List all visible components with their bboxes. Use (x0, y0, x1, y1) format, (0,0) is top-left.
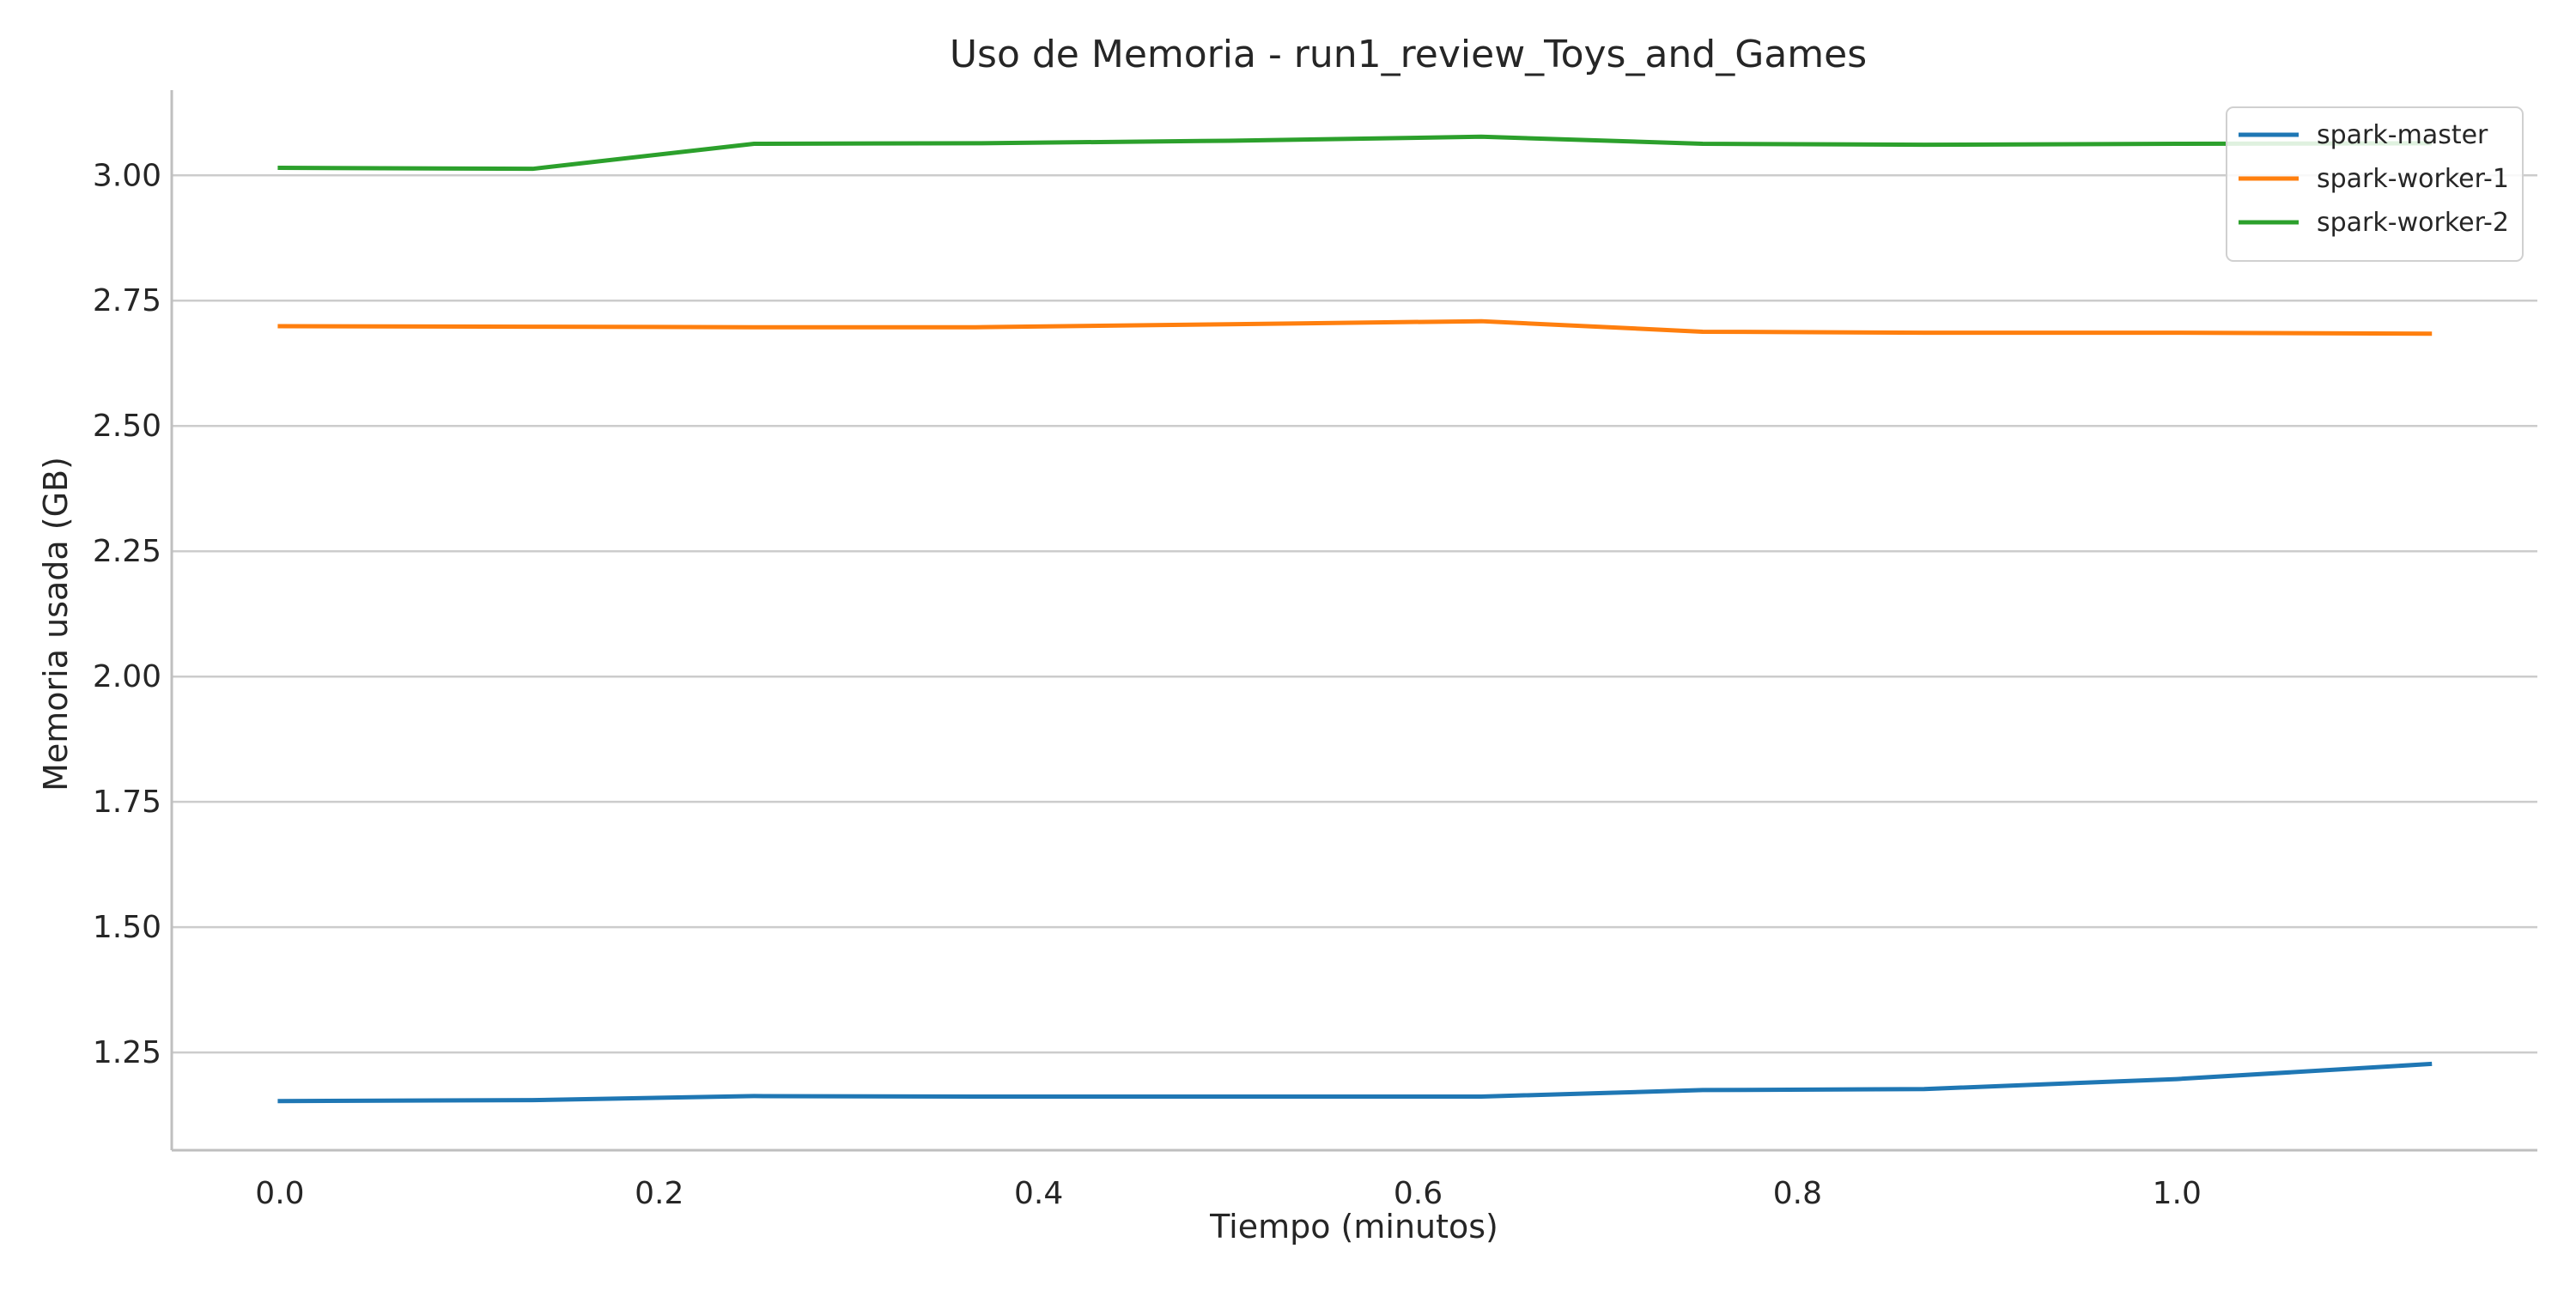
legend: spark-master spark-worker-1 spark-worker-2 (2226, 106, 2524, 262)
x-tick-label: 0.2 (635, 1176, 683, 1211)
legend-label: spark-worker-1 (2317, 164, 2509, 194)
y-tick-label: 2.25 (93, 534, 161, 569)
x-tick-label: 0.0 (255, 1176, 304, 1211)
series-line-spark-master (277, 1061, 2433, 1104)
y-axis-label: Memoria usada (GB) (37, 457, 75, 791)
x-axis-label: Tiempo (minutos) (1209, 1208, 1498, 1246)
y-tick-label: 2.50 (93, 409, 161, 444)
y-ticks: 1.25 1.50 1.75 2.00 2.25 2.50 2.75 3.00 (93, 158, 161, 1070)
x-ticks: 0.0 0.2 0.4 0.6 0.8 1.0 (255, 1176, 2202, 1211)
x-tick-label: 0.4 (1014, 1176, 1063, 1211)
grid-lines (172, 174, 2537, 1054)
y-tick-label: 1.50 (93, 910, 161, 945)
series-line-spark-worker-2 (277, 134, 2433, 172)
series-lines (277, 134, 2433, 1104)
y-tick-label: 1.75 (93, 785, 161, 820)
legend-label: spark-worker-2 (2317, 208, 2509, 238)
axes (170, 90, 2537, 1152)
x-tick-label: 1.0 (2153, 1176, 2202, 1211)
y-tick-label: 2.75 (93, 283, 161, 318)
legend-box (2226, 106, 2524, 262)
y-tick-label: 1.25 (93, 1035, 161, 1070)
x-tick-label: 0.6 (1394, 1176, 1443, 1211)
legend-label: spark-master (2317, 120, 2488, 150)
x-tick-label: 0.8 (1773, 1176, 1822, 1211)
series-line-spark-worker-1 (277, 318, 2433, 336)
y-tick-label: 2.00 (93, 659, 161, 694)
y-tick-label: 3.00 (93, 158, 161, 193)
chart-title: Uso de Memoria - run1_review_Toys_and_Ga… (950, 33, 1867, 76)
